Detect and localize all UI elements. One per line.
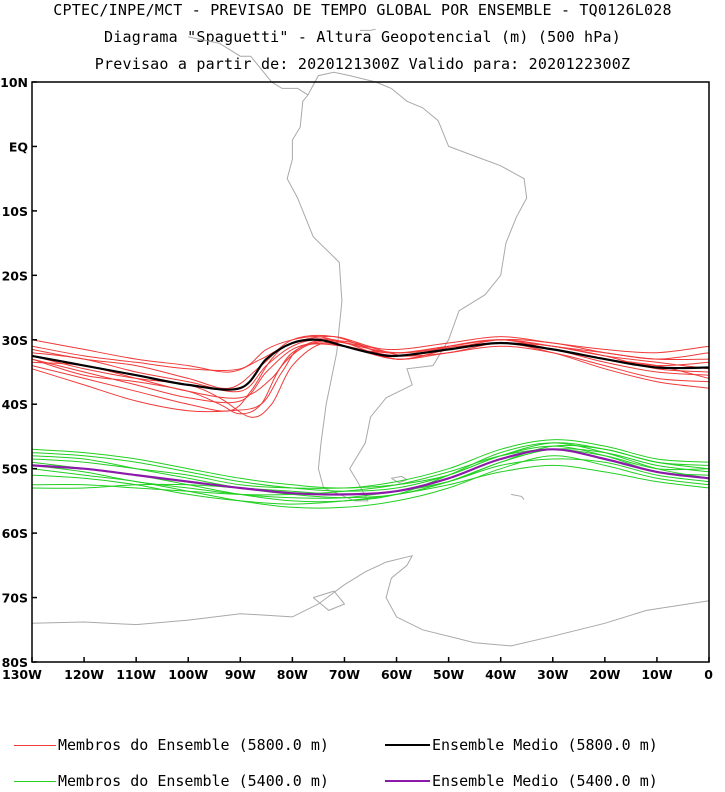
lon-tick-label: 70W — [329, 667, 360, 682]
member-5400-line-4 — [31, 455, 710, 509]
chart-title-line-3: Previsao a partir de: 2020121300Z Valido… — [94, 55, 631, 73]
lon-tick-label: 120W — [64, 667, 104, 682]
lon-tick-label: 30W — [537, 667, 568, 682]
lat-tick-label: 30S — [2, 333, 28, 348]
lon-tick-label: 0 — [704, 667, 713, 682]
member-5400-line-8 — [31, 442, 710, 492]
lon-tick-label: 90W — [225, 667, 256, 682]
member-5400-line-1 — [31, 439, 710, 489]
legend-swatch-mean-5400 — [385, 780, 430, 782]
lon-tick-label: 60W — [381, 667, 412, 682]
member-5400-line-5 — [31, 464, 710, 505]
lat-tick-label: 10S — [2, 204, 28, 219]
member-5400-line-10 — [31, 445, 710, 489]
lat-tick-label: 70S — [2, 591, 28, 606]
lon-tick-label: 10W — [641, 667, 672, 682]
map-frame — [31, 81, 710, 663]
legend-swatch-members-5800 — [14, 745, 56, 746]
lon-tick-label: 130W — [2, 667, 42, 682]
lon-tick-label: 20W — [589, 667, 620, 682]
legend-label-mean-5400: Ensemble Medio (5400.0 m) — [432, 772, 658, 790]
lat-tick-label: 60S — [2, 526, 28, 541]
lat-tick-label: 20S — [2, 268, 28, 283]
legend-swatch-mean-5800 — [385, 744, 430, 746]
lat-tick-label: 10N — [0, 75, 28, 90]
chart-title-line-1: CPTEC/INPE/MCT - PREVISAO DE TEMPO GLOBA… — [53, 1, 672, 19]
coastline-layer — [31, 28, 710, 647]
ensemble-mean-5800-line — [31, 338, 710, 391]
legend-label-members-5400: Membros do Ensemble (5400.0 m) — [58, 772, 329, 790]
member-5400-line-9 — [31, 458, 710, 499]
coastline-antarctica — [31, 554, 710, 647]
member-5800-line-3 — [31, 342, 710, 404]
legend-swatch-members-5400 — [14, 781, 56, 782]
lon-tick-label: 40W — [485, 667, 516, 682]
legend-label-mean-5800: Ensemble Medio (5800.0 m) — [432, 736, 658, 754]
lat-tick-label: 40S — [2, 397, 28, 412]
lon-tick-label: 50W — [433, 667, 464, 682]
ensemble-mean-5400-line — [31, 448, 710, 496]
coastline-south-georgia — [511, 493, 525, 500]
lon-tick-label: 100W — [168, 667, 208, 682]
member-5800-line-8 — [31, 334, 710, 389]
legend-label-members-5800: Membros do Ensemble (5800.0 m) — [58, 736, 329, 754]
member-5800-line-10 — [31, 339, 710, 415]
lat-tick-label: EQ — [9, 139, 28, 154]
lon-tick-label: 80W — [277, 667, 308, 682]
coastline-antarctic-islands — [312, 590, 346, 611]
lat-tick-label: 50S — [2, 462, 28, 477]
coastline-caribbean — [360, 28, 376, 31]
lat-tick-label: 80S — [2, 655, 28, 670]
coastline-south-america — [286, 71, 528, 502]
contour-layer — [31, 334, 710, 509]
chart-title-line-2: Diagrama "Spaguetti" - Altura Geopotenci… — [104, 28, 621, 46]
lon-tick-label: 110W — [116, 667, 156, 682]
coastline-central-america — [188, 36, 309, 96]
